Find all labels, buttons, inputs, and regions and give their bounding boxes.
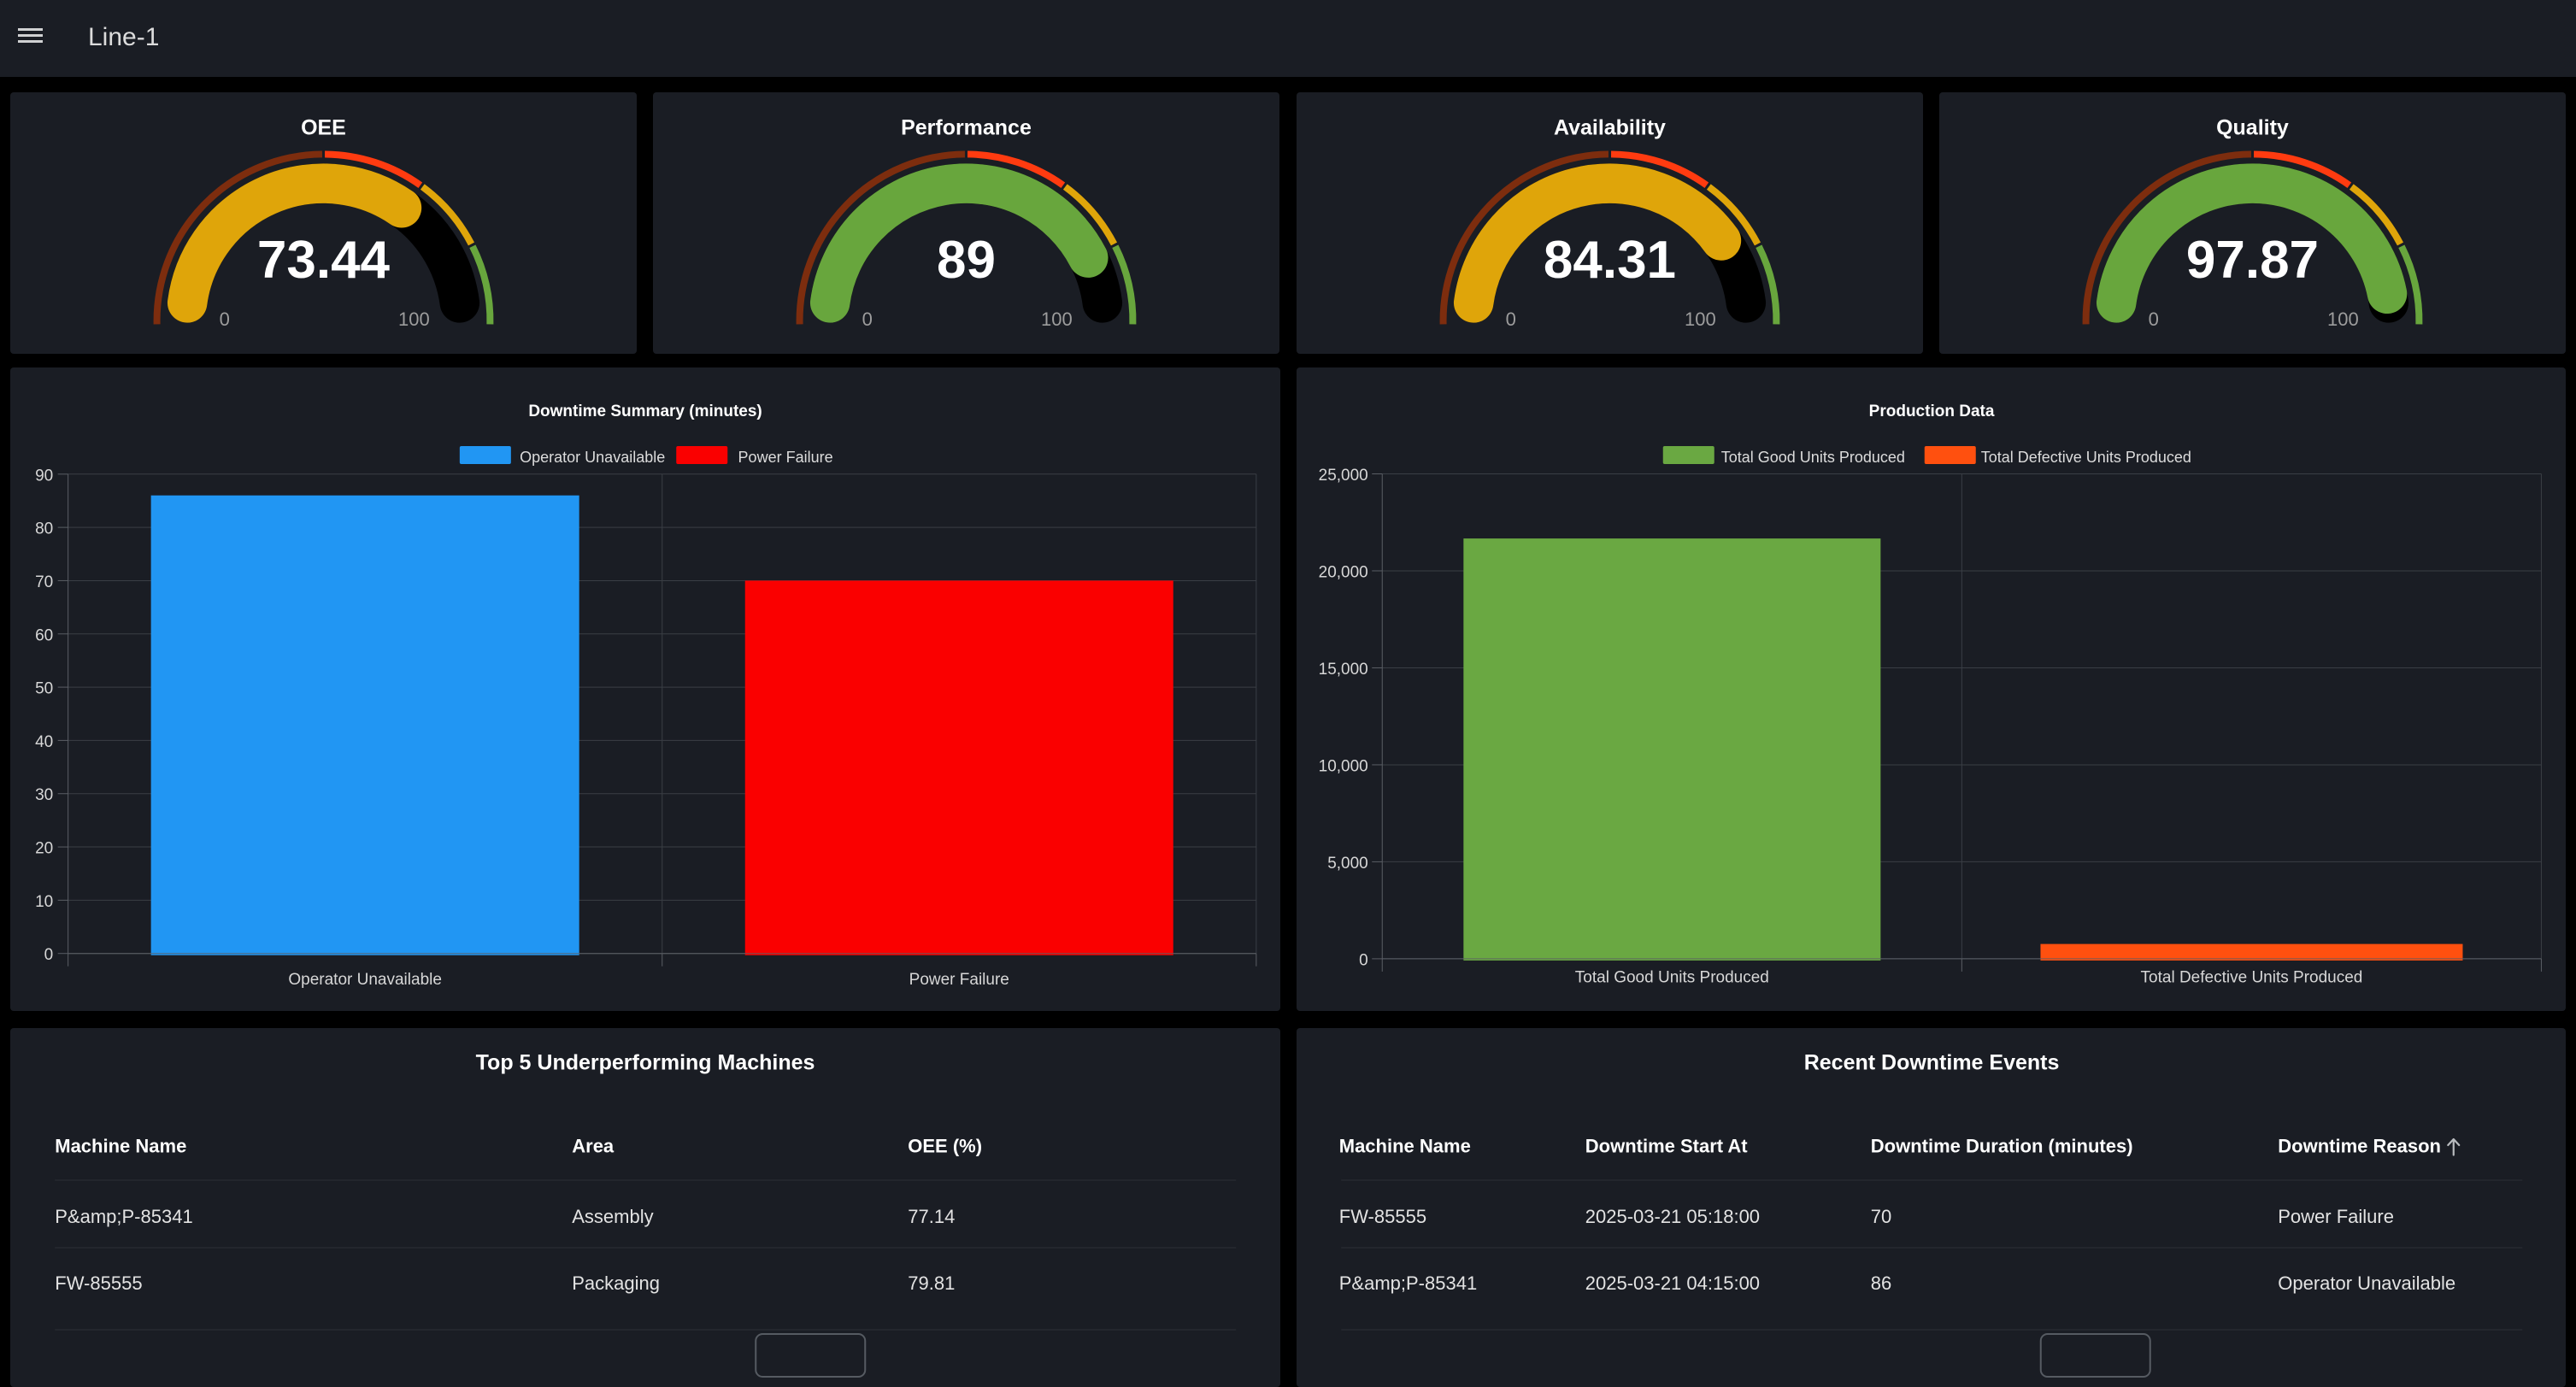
svg-text:10,000: 10,000 xyxy=(1318,757,1367,775)
svg-text:20,000: 20,000 xyxy=(1318,564,1367,582)
svg-text:Operator Unavailable: Operator Unavailable xyxy=(2278,1272,2455,1294)
svg-text:15,000: 15,000 xyxy=(1318,661,1367,679)
svg-text:2025-03-21 05:18:00: 2025-03-21 05:18:00 xyxy=(1585,1206,1759,1227)
svg-text:Total Good Units Produced: Total Good Units Produced xyxy=(1720,449,1904,466)
svg-text:Recent Downtime Events: Recent Downtime Events xyxy=(1803,1051,2059,1075)
svg-text:50: 50 xyxy=(35,680,53,698)
svg-text:84.31: 84.31 xyxy=(1543,231,1675,290)
svg-text:Machine Name: Machine Name xyxy=(55,1136,186,1157)
svg-text:100: 100 xyxy=(2327,309,2359,330)
svg-text:90: 90 xyxy=(35,467,53,485)
svg-text:86: 86 xyxy=(1870,1272,1891,1294)
svg-text:80: 80 xyxy=(35,520,53,538)
svg-text:OEE: OEE xyxy=(301,116,346,140)
svg-text:0: 0 xyxy=(862,309,873,330)
svg-text:0: 0 xyxy=(1505,309,1515,330)
svg-text:2025-03-21 04:15:00: 2025-03-21 04:15:00 xyxy=(1585,1272,1759,1294)
svg-text:Area: Area xyxy=(572,1136,615,1157)
svg-text:Downtime Duration (minutes): Downtime Duration (minutes) xyxy=(1870,1136,2132,1157)
svg-text:Total Defective Units Produced: Total Defective Units Produced xyxy=(1980,449,2191,466)
svg-text:Machine Name: Machine Name xyxy=(1338,1136,1470,1157)
svg-text:Downtime Summary (minutes): Downtime Summary (minutes) xyxy=(528,403,762,420)
svg-text:OEE (%): OEE (%) xyxy=(908,1136,982,1157)
svg-text:100: 100 xyxy=(1684,309,1715,330)
svg-text:40: 40 xyxy=(35,733,53,751)
svg-text:Production Data: Production Data xyxy=(1868,403,1994,420)
svg-text:Line-1: Line-1 xyxy=(88,23,159,51)
svg-text:0: 0 xyxy=(220,309,230,330)
svg-text:Power Failure: Power Failure xyxy=(909,971,1009,989)
svg-text:97.87: 97.87 xyxy=(2186,231,2319,290)
svg-text:100: 100 xyxy=(398,309,430,330)
svg-text:Packaging: Packaging xyxy=(572,1272,660,1294)
svg-text:70: 70 xyxy=(35,573,53,591)
svg-text:Operator Unavailable: Operator Unavailable xyxy=(520,449,665,466)
svg-text:P&amp;P-85341: P&amp;P-85341 xyxy=(1338,1272,1476,1294)
svg-text:FW-85555: FW-85555 xyxy=(55,1272,142,1294)
svg-text:5,000: 5,000 xyxy=(1327,855,1368,873)
svg-text:Availability: Availability xyxy=(1553,116,1665,140)
svg-text:0: 0 xyxy=(44,946,54,964)
svg-text:20: 20 xyxy=(35,840,53,858)
svg-text:FW-85555: FW-85555 xyxy=(1338,1206,1426,1227)
svg-text:Downtime Start At: Downtime Start At xyxy=(1585,1136,1748,1157)
svg-text:Total Defective Units Produced: Total Defective Units Produced xyxy=(2140,968,2362,986)
svg-text:89: 89 xyxy=(937,231,996,290)
svg-text:Top 5 Underperforming Machines: Top 5 Underperforming Machines xyxy=(476,1051,815,1075)
svg-text:Power Failure: Power Failure xyxy=(738,449,833,466)
svg-text:P&amp;P-85341: P&amp;P-85341 xyxy=(55,1206,192,1227)
svg-text:77.14: 77.14 xyxy=(908,1206,955,1227)
svg-text:70: 70 xyxy=(1870,1206,1891,1227)
svg-text:0: 0 xyxy=(1359,951,1368,969)
svg-text:10: 10 xyxy=(35,893,53,911)
svg-text:0: 0 xyxy=(2148,309,2158,330)
svg-text:Downtime Reason: Downtime Reason xyxy=(2278,1136,2441,1157)
svg-text:Performance: Performance xyxy=(901,116,1032,140)
svg-text:73.44: 73.44 xyxy=(257,231,391,290)
svg-text:60: 60 xyxy=(35,626,53,644)
svg-text:79.81: 79.81 xyxy=(908,1272,955,1294)
svg-text:25,000: 25,000 xyxy=(1318,467,1367,485)
svg-text:Operator Unavailable: Operator Unavailable xyxy=(288,971,442,989)
svg-text:Assembly: Assembly xyxy=(572,1206,653,1227)
svg-text:100: 100 xyxy=(1041,309,1073,330)
svg-text:Total Good Units Produced: Total Good Units Produced xyxy=(1574,968,1768,986)
svg-text:Quality: Quality xyxy=(2216,116,2289,140)
svg-text:30: 30 xyxy=(35,786,53,804)
svg-text:Power Failure: Power Failure xyxy=(2278,1206,2394,1227)
